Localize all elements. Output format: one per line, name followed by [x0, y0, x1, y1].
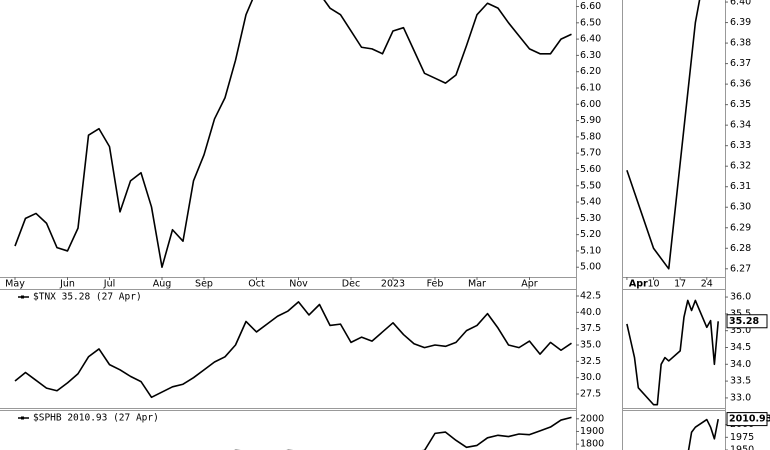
last-value-label: 2010.93 — [729, 414, 770, 425]
y-tick-label: 6.27 — [730, 263, 751, 274]
x-tick-label: Jul — [103, 279, 115, 290]
plot-area — [626, 299, 719, 406]
y-tick-label: 42.5 — [580, 291, 601, 302]
x-tick-label: 10 — [647, 279, 659, 290]
plot-area — [626, 0, 701, 270]
y-tick-label: 30.0 — [580, 372, 601, 383]
y-tick-label: 5.20 — [580, 229, 601, 240]
y-tick-label: 40.0 — [580, 307, 601, 318]
plot-area — [14, 0, 572, 269]
x-tick-label: 24 — [701, 279, 713, 290]
y-tick-label: 6.30 — [580, 50, 601, 61]
y-tick-label: 6.00 — [580, 99, 601, 110]
plot-area — [14, 301, 572, 399]
y-tick-label: 5.80 — [580, 131, 601, 142]
y-tick-label: 36.0 — [730, 292, 751, 303]
y-tick-label: 5.90 — [580, 115, 601, 126]
y-tick-label: 5.40 — [580, 197, 601, 208]
y-tick-label: 33.0 — [730, 392, 751, 403]
y-tick-label: 1950 — [730, 445, 754, 450]
y-tick-label: 35.0 — [580, 340, 601, 351]
y-tick-label: 6.40 — [580, 34, 601, 45]
x-tick-label: 17 — [674, 279, 686, 290]
x-tick-label: Dec — [342, 279, 360, 290]
price-line — [14, 301, 572, 399]
y-tick-label: 5.70 — [580, 148, 601, 159]
legend-label: $SPHB 2010.93 (27 Apr) — [33, 413, 159, 424]
y-tick-label: 1975 — [730, 432, 754, 443]
y-tick-label: 35.5 — [730, 308, 751, 319]
y-tick-label: 37.5 — [580, 323, 601, 334]
y-tick-label: 5.10 — [580, 245, 601, 256]
x-tick-label: Mar — [468, 279, 486, 290]
x-tick-label: Nov — [289, 279, 308, 290]
y-tick-label: 5.30 — [580, 213, 601, 224]
legend-marker — [21, 295, 24, 299]
y-tick-label: 5.50 — [580, 180, 601, 191]
price-line — [14, 0, 572, 269]
x-tick-label: Feb — [427, 279, 444, 290]
legend-marker — [21, 416, 24, 420]
y-tick-label: 6.38 — [730, 38, 751, 49]
y-tick-label: 6.34 — [730, 120, 751, 131]
y-tick-label: 6.20 — [580, 66, 601, 77]
y-tick-label: 6.39 — [730, 17, 751, 28]
x-tick-label: Apr — [521, 279, 538, 290]
price-line — [234, 416, 572, 450]
y-tick-label: 6.37 — [730, 58, 751, 69]
y-tick-label: 34.0 — [730, 359, 751, 370]
y-tick-label: 6.10 — [580, 82, 601, 93]
x-tick-label: Apr — [629, 279, 648, 290]
y-tick-label: 5.00 — [580, 262, 601, 273]
y-tick-label: 35.0 — [730, 325, 751, 336]
x-tick-label: Oct — [248, 279, 265, 290]
y-tick-label: 6.28 — [730, 243, 751, 254]
y-tick-label: 6.50 — [580, 17, 601, 28]
y-tick-label: 6.35 — [730, 99, 751, 110]
y-tick-label: 6.29 — [730, 222, 751, 233]
x-tick-label: 2023 — [381, 279, 405, 290]
price-line — [626, 0, 701, 270]
last-value-box — [726, 412, 768, 427]
last-value-label: 35.28 — [729, 316, 759, 327]
legend-label: $TNX 35.28 (27 Apr) — [33, 292, 142, 303]
y-tick-label: 27.5 — [580, 389, 601, 400]
y-tick-label: 6.31 — [730, 181, 751, 192]
y-tick-label: 1900 — [580, 426, 604, 437]
y-tick-label: 1800 — [580, 439, 604, 450]
y-tick-label: 5.60 — [580, 164, 601, 175]
price-line — [626, 299, 719, 406]
y-tick-label: 6.60 — [580, 1, 601, 12]
x-tick-label: Aug — [153, 279, 172, 290]
y-tick-label: 34.5 — [730, 342, 751, 353]
y-tick-label: 32.5 — [580, 356, 601, 367]
x-tick-label: Sep — [195, 279, 213, 290]
last-value-box — [726, 314, 768, 329]
plot-area — [687, 418, 719, 450]
price-line — [687, 418, 719, 450]
x-tick-label: May — [5, 279, 25, 290]
x-tick-label: Jun — [59, 279, 75, 290]
y-tick-label: 6.30 — [730, 202, 751, 213]
y-tick-label: 2000 — [580, 413, 604, 424]
y-tick-label: 33.5 — [730, 376, 751, 387]
y-tick-label: 6.36 — [730, 79, 751, 90]
y-tick-label: 6.40 — [730, 0, 751, 8]
y-tick-label: 6.32 — [730, 161, 751, 172]
plot-area — [234, 416, 572, 450]
y-tick-label: 6.33 — [730, 140, 751, 151]
